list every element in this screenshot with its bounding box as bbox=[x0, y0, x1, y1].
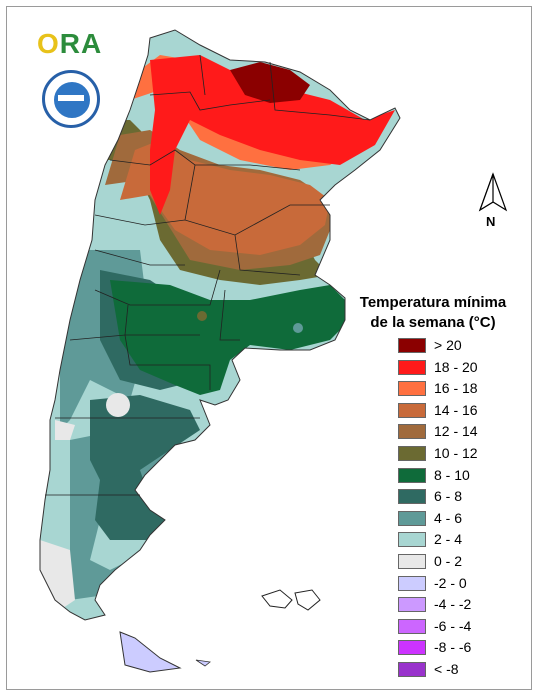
legend-label: 14 - 16 bbox=[434, 401, 478, 418]
legend-label: 18 - 20 bbox=[434, 358, 478, 375]
legend-label: 16 - 18 bbox=[434, 380, 478, 397]
legend-title: Temperatura mínima de la semana (°C) bbox=[338, 293, 528, 333]
legend-swatch bbox=[398, 424, 426, 440]
ora-logo: ORA bbox=[37, 28, 103, 59]
legend-swatch bbox=[398, 640, 426, 656]
legend-swatch bbox=[398, 510, 426, 526]
legend-swatch bbox=[398, 553, 426, 569]
legend-swatch bbox=[398, 618, 426, 634]
legend-label: -2 - 0 bbox=[434, 574, 467, 591]
legend-title-line1: Temperatura mínima bbox=[359, 294, 507, 311]
legend-label: 0 - 2 bbox=[434, 552, 463, 569]
province-borders bbox=[45, 54, 371, 496]
legend-label: 6 - 8 bbox=[434, 488, 463, 505]
legend-swatch bbox=[398, 402, 426, 418]
legend-label: 2 - 4 bbox=[434, 531, 463, 548]
legend-label: 4 - 6 bbox=[434, 509, 463, 526]
legend-swatch bbox=[398, 661, 426, 677]
warm-spot bbox=[197, 311, 207, 321]
tierra-del-fuego bbox=[119, 631, 211, 673]
legend-label: -4 - -2 bbox=[434, 596, 472, 613]
legend-swatch bbox=[398, 489, 426, 505]
legend-swatch bbox=[398, 445, 426, 461]
malvinas-islands bbox=[261, 589, 321, 611]
legend-label: 10 - 12 bbox=[434, 444, 478, 461]
legend-label: -8 - -6 bbox=[434, 639, 472, 656]
legend-label: -6 - -4 bbox=[434, 617, 472, 634]
smn-seal-icon bbox=[42, 70, 100, 128]
cold-spot bbox=[293, 323, 303, 333]
legend-label: < -8 bbox=[434, 660, 459, 677]
legend-swatch bbox=[398, 338, 426, 353]
legend-swatch bbox=[398, 575, 426, 591]
legend-title-line2: de la semana (°C) bbox=[370, 314, 496, 331]
legend-swatch bbox=[398, 532, 426, 548]
legend-label: 12 - 14 bbox=[434, 423, 478, 440]
legend-swatch bbox=[398, 467, 426, 483]
legend-swatch bbox=[398, 597, 426, 613]
legend-label: 8 - 10 bbox=[434, 466, 470, 483]
north-label: N bbox=[486, 214, 496, 229]
north-arrow-icon bbox=[478, 172, 508, 212]
legend-label: > 20 bbox=[434, 337, 462, 353]
legend-swatch bbox=[398, 359, 426, 375]
legend-swatch bbox=[398, 381, 426, 397]
